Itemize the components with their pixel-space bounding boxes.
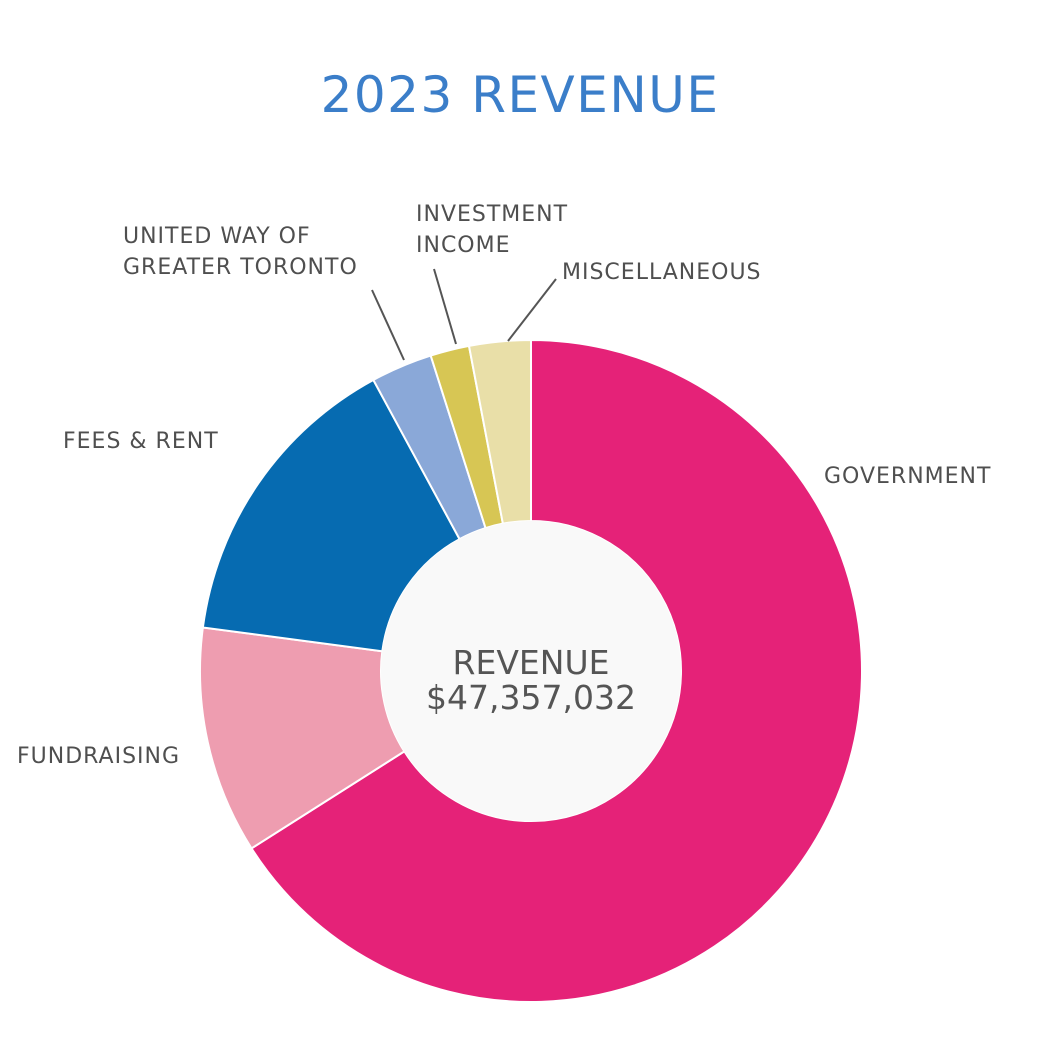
center-label-title: REVENUE (453, 643, 610, 682)
label-fundraising: FUNDRAISING (17, 744, 180, 769)
label-investment-income: INVESTMENT INCOME (416, 202, 568, 258)
leader-lines (371, 268, 557, 361)
chart-title: 2023 REVENUE (321, 66, 720, 124)
center-label-total: $47,357,032 (426, 678, 636, 717)
label-fees-rent: FEES & RENT (63, 429, 219, 454)
label-united-way-of-greater-toronto: UNITED WAY OF GREATER TORONTO (123, 224, 358, 280)
leader-line (371, 289, 405, 361)
leader-line (433, 268, 457, 345)
donut-slices (199, 338, 863, 1003)
donut-center (381, 521, 681, 821)
leader-line (507, 278, 557, 342)
slice-labels: GOVERNMENT FUNDRAISING FEES & RENT UNITED W… (17, 202, 991, 769)
label-miscellaneous: MISCELLANEOUS (562, 260, 762, 285)
label-government: GOVERNMENT (824, 464, 991, 489)
